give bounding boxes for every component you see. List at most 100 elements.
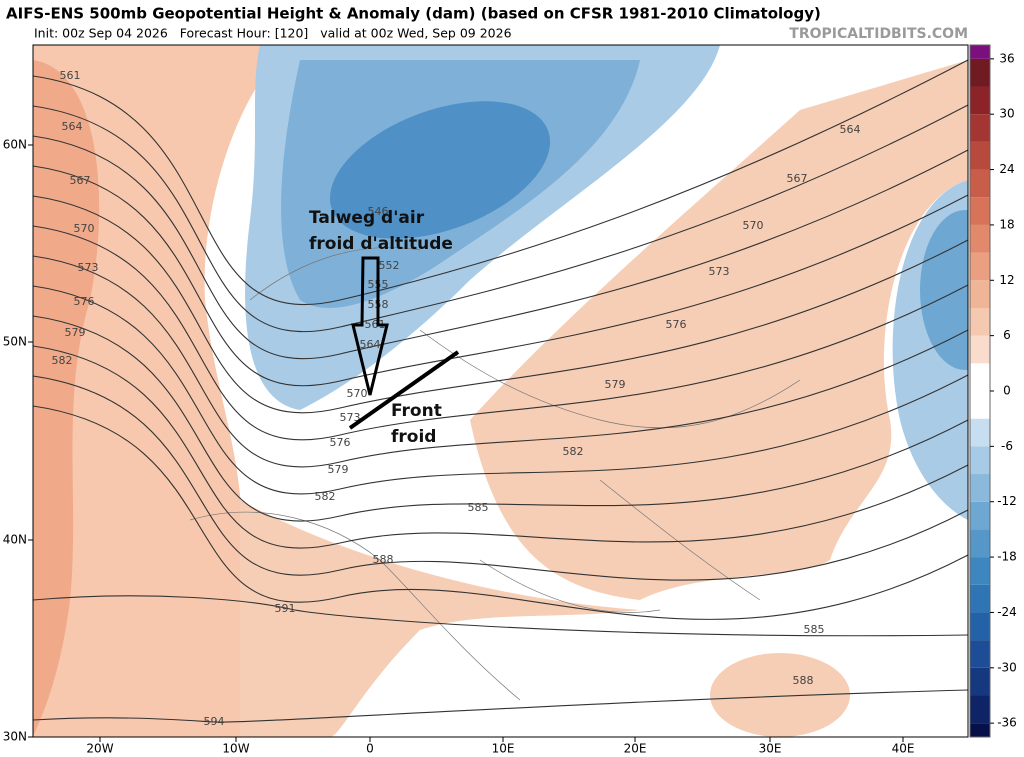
contour-label: 546 <box>368 205 389 218</box>
lon-label: 10E <box>492 742 515 756</box>
contour-label: 573 <box>340 411 361 424</box>
subtitle: Init: 00z Sep 04 2026 Forecast Hour: [12… <box>34 26 512 41</box>
contour-label: 576 <box>666 318 687 331</box>
colorbar-bin <box>970 307 990 336</box>
contour-label: 576 <box>330 436 351 449</box>
source: TROPICALTIDBITS.COM <box>789 26 968 42</box>
contour <box>33 225 968 441</box>
colorbar-bin <box>970 667 990 696</box>
contour-label: 579 <box>328 463 349 476</box>
contour-label: 576 <box>74 295 95 308</box>
contour-label: 585 <box>804 623 825 636</box>
colorbar-label: 12 <box>999 273 1014 287</box>
annotation: Front <box>391 401 442 421</box>
lon-label: 0 <box>366 742 374 756</box>
colorbar-label: -18 <box>997 550 1017 564</box>
colorbar-bin <box>970 363 990 391</box>
title: AIFS-ENS 500mb Geopotential Height & Ano… <box>6 5 821 23</box>
contour-label: 567 <box>70 174 91 187</box>
colorbar-label: 24 <box>999 162 1014 176</box>
colorbar-bin <box>970 695 990 724</box>
colorbar-bin <box>970 169 990 198</box>
lon-label: 20W <box>86 742 113 756</box>
contour-label: 561 <box>365 318 386 331</box>
colorbar-bin <box>970 141 990 170</box>
contour-label: 579 <box>65 326 86 339</box>
contour-label: 588 <box>793 674 814 687</box>
contour-label: 564 <box>62 120 83 133</box>
colorbar-label: -6 <box>1001 439 1013 453</box>
colorbar-label: 6 <box>1003 328 1011 342</box>
contour <box>33 595 968 637</box>
colorbar-bin <box>970 418 990 447</box>
lon-label: 30E <box>759 742 782 756</box>
contour-label: 561 <box>60 69 81 82</box>
contour <box>33 345 968 549</box>
colorbar-bin <box>970 280 990 308</box>
colorbar-label: -36 <box>997 716 1017 730</box>
colorbar-label: -24 <box>997 605 1017 619</box>
colorbar-bin <box>970 584 990 613</box>
colorbar: 36 30 24 18 12 6 0 -6 -12 -18 -24 -30 -36 <box>969 44 1017 738</box>
contour <box>33 255 968 468</box>
contour-label: 570 <box>743 219 764 232</box>
colorbar-bin <box>970 58 990 87</box>
colorbar-bin <box>970 446 990 475</box>
lat-label: 30N <box>3 730 27 744</box>
colorbar-bin <box>970 224 990 253</box>
colorbar-label: 30 <box>999 107 1014 121</box>
colorbar-bin <box>970 335 990 364</box>
contour-label: 591 <box>275 602 296 615</box>
colorbar-bin <box>970 197 990 225</box>
contour <box>33 315 968 522</box>
lat-label: 50N <box>3 335 27 349</box>
colorbar-bin <box>970 640 990 668</box>
contour <box>33 689 968 723</box>
colorbar-bin <box>970 114 990 142</box>
colorbar-bin <box>970 557 990 585</box>
colorbar-bin <box>970 501 990 530</box>
colorbar-label: -12 <box>997 494 1017 508</box>
colorbar-bin <box>970 86 990 115</box>
contour <box>33 195 968 414</box>
colorbar-label: 36 <box>999 51 1014 65</box>
contour-label: 567 <box>787 172 808 185</box>
lon-label: 10W <box>222 742 249 756</box>
colorbar-bin <box>970 474 990 502</box>
contour-label: 564 <box>360 338 381 351</box>
contour-label: 582 <box>563 445 584 458</box>
contour <box>33 375 968 581</box>
colorbar-bin <box>970 723 990 737</box>
colorbar-bin <box>970 391 990 419</box>
annotation: froid <box>391 427 436 447</box>
annotation: froid d'altitude <box>309 234 453 254</box>
contour-label: 573 <box>78 261 99 274</box>
front-line <box>348 350 460 430</box>
contour <box>33 405 968 620</box>
contour <box>33 285 968 495</box>
trough-arrow <box>351 256 389 396</box>
colorbar-label: 0 <box>1003 384 1011 398</box>
contour-label: 570 <box>347 387 368 400</box>
colorbar-bin <box>970 612 990 641</box>
contour <box>33 59 968 306</box>
contour-label: 582 <box>315 490 336 503</box>
colorbar-label: -30 <box>997 660 1017 674</box>
contour-label: 582 <box>52 354 73 367</box>
contour-label: 552 <box>379 259 400 272</box>
annotation: Talweg d'air <box>309 208 425 228</box>
contour-label: 573 <box>709 265 730 278</box>
map: 561 564 567 570 573 576 579 582 564 567 570 573 576 5… <box>3 44 969 756</box>
lon-label: 40E <box>892 742 915 756</box>
contour-label: 585 <box>468 501 489 514</box>
lat-label: 60N <box>3 138 27 152</box>
contour <box>33 165 968 387</box>
colorbar-bin <box>970 529 990 558</box>
colorbar-bin <box>970 45 990 59</box>
lat-label: 40N <box>3 533 27 547</box>
contour-label: 570 <box>74 222 95 235</box>
contour-label: 564 <box>840 123 861 136</box>
contour <box>33 135 968 360</box>
contour-label: 594 <box>204 715 225 728</box>
